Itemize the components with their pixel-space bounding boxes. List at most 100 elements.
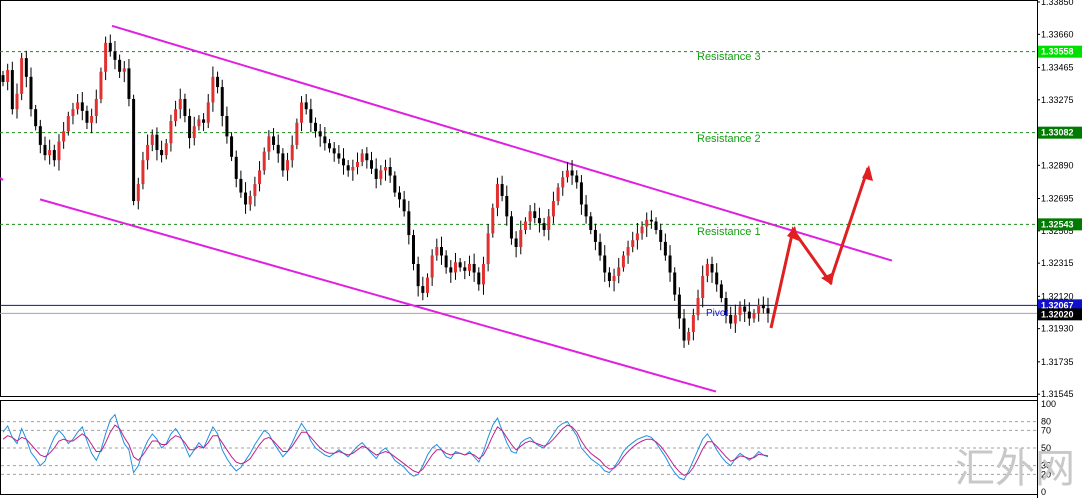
- candle-body: [379, 170, 383, 179]
- candle-body: [453, 262, 457, 273]
- resistance-price-tag-label: 1.33082: [1041, 128, 1074, 138]
- candle-body: [276, 144, 280, 154]
- candle-body: [467, 264, 471, 271]
- candle-body: [384, 167, 387, 171]
- price-tick-label: 1.31735: [1041, 357, 1074, 367]
- candle-body: [314, 122, 318, 132]
- candle-body: [318, 131, 322, 137]
- candle-body: [342, 158, 346, 166]
- candle-body: [603, 255, 607, 273]
- candle-body: [500, 184, 504, 196]
- candle-body: [370, 160, 374, 169]
- candle-body: [113, 51, 117, 60]
- candle-body: [178, 98, 182, 110]
- candle-body: [747, 311, 751, 319]
- candle-body: [15, 93, 19, 110]
- candle-body: [150, 134, 154, 145]
- candle-body: [439, 246, 443, 256]
- candle-body: [1, 75, 5, 82]
- candle-body: [239, 178, 243, 193]
- candle-body: [542, 223, 546, 230]
- rsi-signal-line: [2, 424, 769, 476]
- candle-body: [509, 216, 513, 239]
- candle-body: [76, 102, 80, 110]
- price-tick-label: 1.32505: [1041, 226, 1074, 236]
- candle-body: [104, 42, 108, 72]
- resistance-2-label: Resistance 2: [697, 133, 761, 145]
- projection-arrow-head: [787, 226, 799, 241]
- current-price-tag-label: 1.32067: [1041, 300, 1074, 310]
- resistance-price-tag: [1038, 218, 1082, 231]
- candle-body: [365, 153, 369, 161]
- candle-body: [52, 150, 56, 161]
- candle-body: [575, 175, 579, 183]
- candle-body: [705, 264, 709, 276]
- price-tick-label: 1.31545: [1041, 389, 1074, 399]
- rsi-tick-label: 100: [1041, 399, 1056, 409]
- resistance-price-tag-label: 1.33558: [1041, 47, 1074, 57]
- candle-body: [533, 211, 537, 219]
- candle-body: [626, 246, 630, 256]
- candle-body: [505, 195, 509, 217]
- candle-body: [286, 160, 290, 171]
- candle-body: [654, 221, 658, 230]
- channel-edge-mark: [0, 177, 4, 181]
- candle-body: [430, 255, 434, 278]
- price-tick-label: 1.31930: [1041, 324, 1074, 334]
- candle-body: [164, 143, 168, 156]
- candle-body: [388, 167, 392, 176]
- candle-body: [402, 199, 406, 212]
- candle-body: [216, 76, 220, 88]
- candle-body: [10, 70, 14, 110]
- candle-body: [481, 264, 485, 285]
- candle-body: [272, 136, 276, 145]
- candle-body: [649, 219, 653, 222]
- projection-arrow-path: [769, 167, 870, 329]
- candle-body: [691, 315, 695, 333]
- candle-body: [309, 109, 313, 123]
- candle-body: [290, 144, 294, 161]
- candle-body: [701, 275, 705, 299]
- candle-body: [547, 216, 551, 230]
- candle-body: [458, 262, 462, 268]
- candle-body: [621, 255, 625, 268]
- price-tick-label: 1.33850: [1041, 0, 1074, 7]
- candle-body: [411, 235, 415, 264]
- candle-body: [761, 304, 765, 309]
- candle-body: [668, 255, 672, 273]
- candle-body: [374, 168, 378, 179]
- candle-body: [612, 275, 616, 282]
- candle-body: [323, 136, 327, 144]
- price-tick-label: 1.32315: [1041, 258, 1074, 268]
- candle-body: [397, 192, 401, 200]
- candle-body: [43, 144, 47, 156]
- channel-lower-line: [39, 198, 717, 393]
- rsi-tick-label: 80: [1041, 417, 1051, 427]
- channel-upper-line: [111, 24, 893, 262]
- candle-body: [523, 221, 527, 230]
- candle-body: [24, 58, 28, 77]
- main-chart-frame: [0, 0, 1038, 397]
- candle-body: [183, 98, 187, 116]
- rsi-tick-label: 20: [1041, 469, 1051, 479]
- projection-arrow-head: [821, 272, 834, 285]
- candle-body: [141, 160, 145, 185]
- candle-body: [696, 298, 700, 316]
- pivot-price-tag: [1038, 308, 1082, 321]
- pivot-label: Pivot: [706, 308, 728, 319]
- price-tick-label: 1.32890: [1041, 160, 1074, 170]
- candle-body: [449, 267, 453, 273]
- rsi-tick-label: 0: [1041, 487, 1046, 497]
- candle-body: [663, 241, 667, 256]
- price-tick-label: 1.33660: [1041, 29, 1074, 39]
- candle-body: [94, 98, 98, 116]
- candle-body: [295, 122, 299, 145]
- candle-body: [589, 216, 593, 230]
- candle-body: [71, 109, 75, 116]
- resistance-price-tag-label: 1.32543: [1041, 219, 1074, 229]
- candle-body: [108, 42, 112, 52]
- candle-body: [332, 148, 336, 154]
- candle-body: [337, 153, 341, 159]
- candle-body: [677, 294, 681, 319]
